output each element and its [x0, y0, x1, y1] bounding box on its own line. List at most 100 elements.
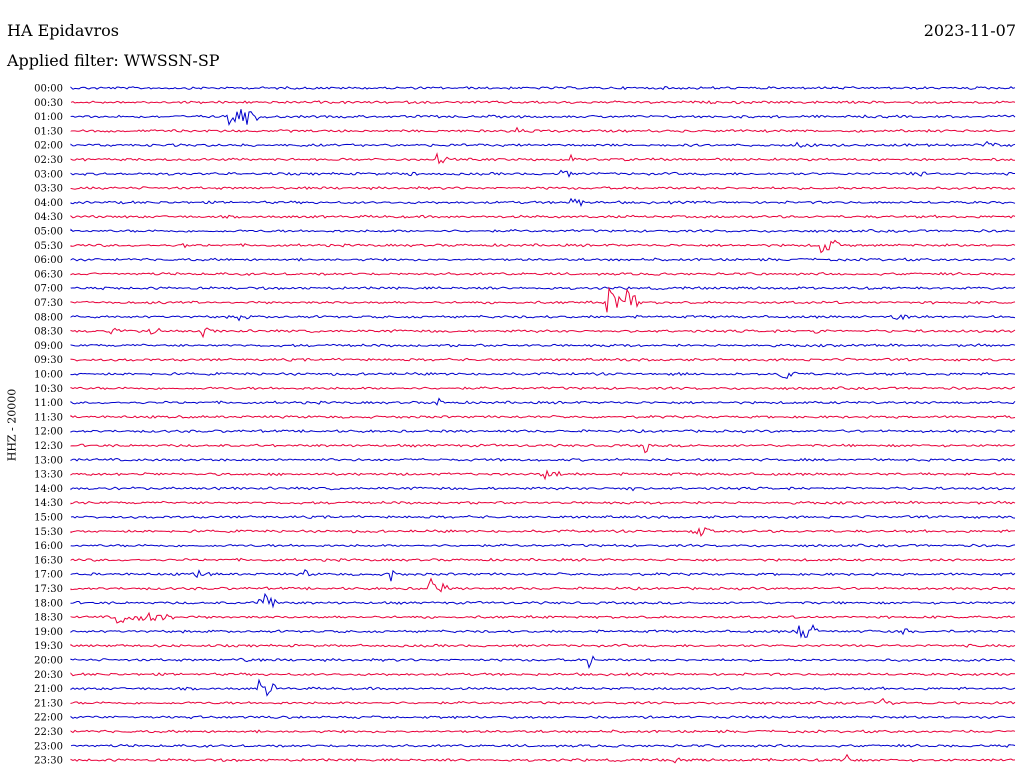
- row-time-label: 20:00: [34, 656, 63, 667]
- row-time-label: 07:00: [34, 284, 63, 295]
- row-time-label: 10:00: [34, 370, 63, 381]
- row-time-label: 03:30: [34, 184, 63, 195]
- row-time-label: 21:00: [34, 684, 63, 695]
- row-time-label: 10:30: [34, 384, 63, 395]
- seismic-trace: [70, 386, 1016, 391]
- row-time-label: 09:30: [34, 355, 63, 366]
- row-time-label: 02:00: [34, 141, 63, 152]
- station-name: HA Epidavros: [7, 21, 119, 40]
- row-time-label: 16:00: [34, 541, 63, 552]
- row-time-label: 06:30: [34, 269, 63, 280]
- row-time-label: 06:00: [34, 255, 63, 266]
- row-time-label: 22:00: [34, 713, 63, 724]
- seismic-trace: [70, 469, 1016, 481]
- seismic-trace: [70, 169, 1015, 178]
- seismic-trace: [70, 515, 1016, 520]
- seismic-trace: [70, 140, 1016, 148]
- row-time-label: 11:30: [34, 412, 63, 423]
- seismic-trace: [70, 743, 1016, 748]
- seismic-trace: [70, 500, 1016, 505]
- seismic-trace: [70, 286, 1016, 313]
- seismic-trace: [70, 327, 1016, 339]
- row-time-label: 15:00: [34, 513, 63, 524]
- seismic-trace: [70, 486, 1016, 492]
- row-time-label: 18:30: [34, 613, 63, 624]
- row-time-label: 12:30: [34, 441, 63, 452]
- seismic-trace: [70, 286, 1016, 291]
- seismic-trace: [70, 343, 1016, 348]
- row-time-label: 14:00: [34, 484, 63, 495]
- seismic-trace: [70, 672, 1016, 677]
- seismic-trace: [70, 100, 1016, 105]
- seismic-trace: [70, 414, 1016, 419]
- seismic-trace: [70, 678, 1016, 697]
- row-time-label: 03:00: [34, 169, 63, 180]
- row-time-label: 13:30: [34, 470, 63, 481]
- seismic-trace: [70, 527, 1016, 537]
- seismic-trace: [70, 457, 1016, 462]
- seismic-trace: [70, 715, 1016, 720]
- row-time-label: 05:30: [34, 241, 63, 252]
- seismic-trace: [70, 569, 1016, 582]
- row-time-label: 19:00: [34, 627, 63, 638]
- seismic-trace: [70, 611, 1016, 624]
- seismic-trace: [70, 357, 1016, 362]
- row-time-label: 22:30: [34, 727, 63, 738]
- row-time-label: 19:30: [34, 641, 63, 652]
- seismic-trace: [70, 371, 1016, 380]
- seismic-trace: [70, 397, 1016, 406]
- row-time-label: 15:30: [34, 527, 63, 538]
- row-time-label: 17:00: [34, 570, 63, 581]
- seismic-trace: [70, 697, 1016, 706]
- row-time-label: 05:00: [34, 227, 63, 238]
- seismic-trace: [70, 314, 1016, 322]
- row-time-label: 21:30: [34, 698, 63, 709]
- filter-label: Applied filter: WWSSN-SP: [7, 51, 220, 70]
- seismic-trace: [70, 624, 1016, 639]
- row-time-label: 17:30: [34, 584, 63, 595]
- row-time-label: 18:00: [34, 598, 63, 609]
- seismic-trace: [70, 443, 1016, 454]
- row-time-label: 08:00: [34, 312, 63, 323]
- row-time-label: 14:30: [34, 498, 63, 509]
- seismic-trace: [70, 228, 1016, 233]
- row-time-label: 00:30: [34, 98, 63, 109]
- seismic-trace: [70, 257, 1016, 262]
- seismic-trace: [70, 592, 1016, 609]
- seismic-trace: [70, 239, 1016, 254]
- seismic-trace: [70, 214, 1016, 219]
- seismic-trace: [70, 109, 1016, 126]
- seismic-trace: [70, 655, 1016, 670]
- row-time-label: 04:30: [34, 212, 63, 223]
- row-time-label: 23:00: [34, 741, 63, 752]
- record-date: 2023-11-07: [923, 21, 1016, 40]
- row-time-label: 02:30: [34, 155, 63, 166]
- seismic-trace: [70, 643, 1016, 648]
- row-time-label: 13:00: [34, 455, 63, 466]
- seismic-trace: [70, 126, 1016, 133]
- row-time-label: 16:30: [34, 555, 63, 566]
- row-time-label: 23:30: [34, 756, 63, 767]
- seismic-trace: [70, 271, 1016, 276]
- seismic-trace: [70, 557, 1016, 563]
- row-time-label: 01:30: [34, 126, 63, 137]
- seismic-trace: [70, 753, 1016, 764]
- row-time-label: 12:00: [34, 427, 63, 438]
- seismic-trace: [70, 85, 1016, 91]
- row-time-label: 09:00: [34, 341, 63, 352]
- row-time-label: 00:00: [34, 84, 63, 95]
- seismic-trace: [70, 197, 1016, 207]
- seismic-trace: [70, 577, 1016, 593]
- row-time-label: 08:30: [34, 327, 63, 338]
- seismic-trace: [70, 729, 1016, 734]
- row-time-label: 07:30: [34, 298, 63, 309]
- row-time-label: 20:30: [34, 670, 63, 681]
- row-time-label: 11:00: [34, 398, 63, 409]
- row-time-label: 01:00: [34, 112, 63, 123]
- row-time-label: 04:00: [34, 198, 63, 209]
- seismic-trace: [70, 186, 1016, 191]
- seismic-trace: [70, 429, 1016, 434]
- seismic-trace: [70, 152, 1016, 165]
- seismic-trace: [70, 543, 1016, 548]
